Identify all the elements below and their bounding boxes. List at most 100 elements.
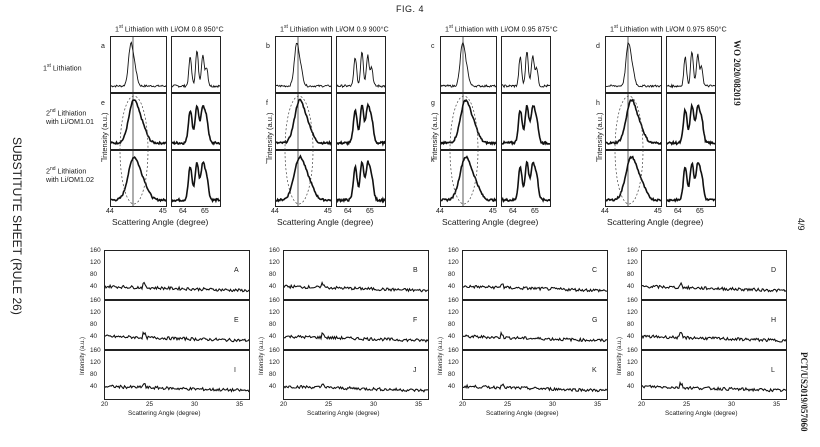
panel-letter-e: e bbox=[101, 100, 105, 107]
y-tick-label: 160 bbox=[90, 297, 101, 304]
panel-letter-i: i bbox=[101, 157, 103, 164]
y-tick-label: 80 bbox=[448, 321, 456, 328]
xrd-plot-svg bbox=[502, 104, 550, 146]
x-axis-label: Scattering Angle (degree) bbox=[277, 217, 374, 227]
xrd-panel-k-44-45 bbox=[440, 150, 497, 207]
y-axis-label: Intensity (a.u.) bbox=[595, 112, 604, 160]
x-tick-label: 25 bbox=[683, 401, 691, 408]
xrd-curve bbox=[441, 155, 496, 203]
x-tick-label: 65 bbox=[531, 208, 539, 215]
y-tick-label: 160 bbox=[269, 247, 280, 254]
y-tick-label: 80 bbox=[627, 321, 635, 328]
xrd-curve bbox=[502, 51, 550, 89]
x-tick-label: 45 bbox=[654, 208, 662, 215]
y-tick-label: 120 bbox=[269, 309, 280, 316]
xrd-plot-svg bbox=[502, 51, 550, 89]
x-axis-label: Scattering Angle (degree) bbox=[665, 410, 738, 417]
y-tick-label: 120 bbox=[269, 259, 280, 266]
xrd-plot-svg bbox=[502, 160, 550, 204]
y-tick-label: 120 bbox=[627, 309, 638, 316]
y-tick-label: 80 bbox=[90, 371, 98, 378]
y-tick-label: 160 bbox=[448, 297, 459, 304]
y-tick-label: 40 bbox=[448, 333, 456, 340]
panel-letter-h: h bbox=[596, 100, 600, 107]
x-tick-label: 44 bbox=[601, 208, 609, 215]
xrd-plot-svg bbox=[463, 330, 607, 343]
x-tick-label: 65 bbox=[696, 208, 704, 215]
xrd-curve bbox=[463, 383, 607, 393]
xrd-plot-svg bbox=[463, 283, 607, 293]
xrd-curve bbox=[642, 331, 786, 343]
y-tick-label: 40 bbox=[448, 283, 456, 290]
xrd-plot-svg bbox=[172, 50, 220, 89]
x-tick-label: 30 bbox=[549, 401, 557, 408]
xrd-curve bbox=[105, 330, 249, 343]
xrd-plot-svg bbox=[642, 281, 786, 293]
xrd-plot-svg bbox=[111, 94, 166, 149]
xrd-curve bbox=[441, 98, 496, 146]
y-axis-label: Intensity (a.u.) bbox=[100, 112, 109, 160]
xrd-panel-c-44-45 bbox=[440, 36, 497, 93]
xrd-curve bbox=[105, 281, 249, 293]
substitute-sheet-label: SUBSTITUTE SHEET (RULE 26) bbox=[10, 137, 24, 315]
xrd-curve bbox=[502, 104, 550, 146]
panel-letter-D: D bbox=[771, 267, 777, 274]
column-title-3: 1st Lithiation with Li/OM 0.95 875°C bbox=[445, 24, 558, 34]
xrd-plot-svg bbox=[642, 331, 786, 343]
xrd-panel-h-64-65 bbox=[666, 93, 716, 150]
column-title-2: 1st Lithiation with Li/OM 0.9 900°C bbox=[280, 24, 389, 34]
x-tick-label: 45 bbox=[159, 208, 167, 215]
x-tick-label: 35 bbox=[415, 401, 423, 408]
panel-letter-F: F bbox=[413, 317, 418, 324]
xrd-plot-svg bbox=[111, 37, 166, 92]
panel-letter-K: K bbox=[592, 367, 597, 374]
xrd-curve bbox=[667, 50, 715, 89]
y-tick-label: 80 bbox=[90, 271, 98, 278]
xrd-panel-J bbox=[283, 350, 429, 400]
panel-letter-E: E bbox=[234, 317, 239, 324]
xrd-curve bbox=[463, 330, 607, 343]
y-tick-label: 40 bbox=[90, 383, 98, 390]
y-tick-label: 120 bbox=[448, 309, 459, 316]
xrd-panel-a-44-45 bbox=[110, 36, 167, 93]
y-axis-label: Intensity (a.u.) bbox=[438, 336, 444, 375]
x-tick-label: 45 bbox=[489, 208, 497, 215]
x-tick-label: 64 bbox=[179, 208, 187, 215]
y-tick-label: 40 bbox=[269, 383, 277, 390]
xrd-curve bbox=[642, 281, 786, 293]
x-tick-label: 20 bbox=[638, 401, 646, 408]
xrd-curve bbox=[172, 104, 220, 146]
xrd-panel-i-44-45 bbox=[110, 150, 167, 207]
xrd-curve bbox=[606, 41, 661, 88]
xrd-plot-svg bbox=[172, 104, 220, 146]
y-tick-label: 160 bbox=[90, 347, 101, 354]
xrd-panel-j-64-65 bbox=[336, 150, 386, 207]
xrd-panel-i-64-65 bbox=[171, 150, 221, 207]
row-label-1st-lithiation: 1st Lithiation bbox=[43, 63, 82, 73]
y-tick-label: 80 bbox=[269, 271, 277, 278]
xrd-curve bbox=[337, 160, 385, 204]
panel-letter-G: G bbox=[592, 317, 598, 324]
x-axis-label: Scattering Angle (degree) bbox=[112, 217, 209, 227]
y-tick-label: 40 bbox=[448, 383, 456, 390]
y-tick-label: 40 bbox=[627, 383, 635, 390]
xrd-curve bbox=[441, 41, 496, 88]
xrd-panel-g-64-65 bbox=[501, 93, 551, 150]
xrd-plot-svg bbox=[606, 94, 661, 149]
y-tick-label: 80 bbox=[627, 371, 635, 378]
xrd-plot-svg bbox=[284, 280, 428, 293]
x-tick-label: 35 bbox=[236, 401, 244, 408]
xrd-panel-f-64-65 bbox=[336, 93, 386, 150]
y-tick-label: 120 bbox=[627, 359, 638, 366]
x-tick-label: 65 bbox=[201, 208, 209, 215]
xrd-plot-svg bbox=[276, 94, 331, 149]
xrd-panel-a-64-65 bbox=[171, 36, 221, 93]
xrd-curve bbox=[284, 332, 428, 343]
panel-letter-b: b bbox=[266, 43, 270, 50]
xrd-curve bbox=[284, 280, 428, 293]
x-tick-label: 35 bbox=[594, 401, 602, 408]
xrd-curve bbox=[337, 51, 385, 89]
x-tick-label: 44 bbox=[436, 208, 444, 215]
xrd-curve bbox=[172, 161, 220, 204]
y-axis-label: Intensity (a.u.) bbox=[80, 336, 86, 375]
